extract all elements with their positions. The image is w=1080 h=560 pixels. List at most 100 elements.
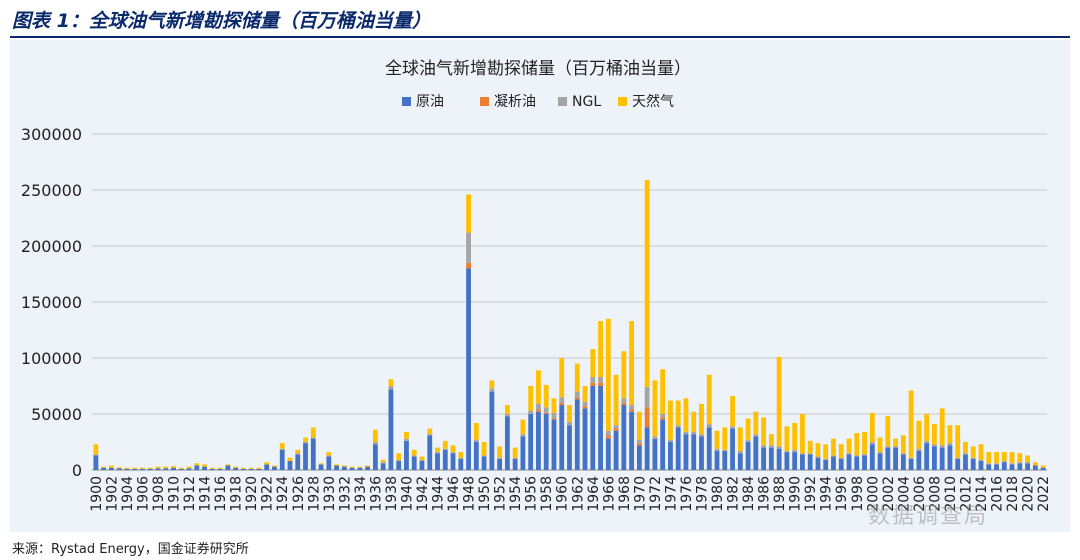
bar-segment (543, 384, 549, 408)
bar-segment (737, 427, 743, 451)
bar-segment (924, 414, 930, 441)
bar-segment (574, 397, 580, 400)
bar-segment (691, 434, 697, 470)
bar-segment (481, 456, 487, 470)
bar-segment (737, 453, 743, 470)
bar-segment (590, 349, 596, 378)
bar-segment (1017, 463, 1023, 470)
bar-segment (675, 427, 681, 470)
bar-segment (442, 448, 448, 450)
bar-segment (978, 461, 984, 470)
bar-segment (419, 456, 425, 460)
bar-segment (512, 458, 518, 470)
bar-segment (963, 454, 968, 470)
bar-segment (706, 424, 712, 428)
bar-segment (807, 454, 813, 470)
bar-segment (784, 450, 790, 453)
bar-segment (823, 458, 829, 460)
bar-segment (520, 436, 526, 470)
x-tick-label: 1928 (306, 476, 322, 512)
bar-segment (846, 438, 852, 454)
bar-segment (815, 457, 821, 470)
bar-segment (481, 442, 487, 456)
x-tick-label: 1972 (648, 476, 664, 512)
bar-segment (567, 405, 572, 422)
bar-segment (932, 444, 937, 447)
bar-segment (163, 468, 169, 470)
bar-segment (473, 442, 479, 470)
x-tick-label: 2022 (1036, 476, 1052, 512)
bar-segment (202, 464, 207, 467)
legend-swatch (558, 97, 567, 106)
bar-segment (699, 434, 704, 437)
bar-segment (590, 377, 596, 383)
chart-title: 全球油气新增勘探储量（百万桶油当量） (385, 59, 691, 79)
bar-segment (737, 450, 743, 454)
bar-segment (380, 463, 386, 470)
bar-segment (924, 443, 930, 470)
bar-segment (730, 396, 735, 427)
bar-segment (784, 452, 790, 470)
bar-segment (590, 382, 596, 386)
bar-segment (473, 422, 479, 440)
bar-segment (140, 468, 145, 470)
bar-segment (629, 409, 635, 412)
bar-segment (163, 466, 169, 469)
bar-segment (792, 452, 798, 470)
bar-segment (714, 430, 720, 449)
bar-segment (427, 434, 433, 436)
bar-segment (466, 194, 471, 233)
bar-segment (528, 414, 534, 470)
bar-segment (272, 465, 277, 467)
bar-segment (93, 455, 99, 470)
bar-segment (605, 438, 611, 470)
bar-segment (722, 449, 728, 451)
bar-segment (388, 379, 394, 386)
bar-segment (303, 443, 308, 470)
bar-segment (334, 464, 339, 466)
y-tick-label: 0 (72, 461, 82, 480)
bar-segment (652, 436, 658, 439)
bar-segment (536, 409, 541, 412)
bar-segment (287, 457, 293, 462)
bar-segment (520, 434, 526, 437)
bar-segment (970, 446, 976, 458)
bar-segment (272, 466, 277, 470)
bar-segment (900, 435, 906, 454)
bar-segment (644, 407, 650, 428)
bar-segment (233, 466, 239, 468)
bar-segment (831, 455, 836, 457)
bar-segment (435, 452, 440, 454)
bar-segment (683, 398, 689, 432)
bar-segment (326, 456, 332, 470)
bar-segment (644, 179, 650, 388)
bar-segment (683, 431, 689, 435)
bar-segment (761, 417, 767, 446)
x-tick-label: 1974 (663, 476, 679, 512)
bar-segment (683, 434, 689, 470)
bar-segment (528, 410, 534, 414)
bar-segment (349, 466, 355, 468)
x-tick-label: 1910 (167, 476, 183, 512)
bar-segment (528, 386, 534, 411)
bar-segment (994, 463, 999, 465)
x-tick-label: 1982 (726, 476, 742, 512)
bar-segment (668, 400, 673, 440)
x-tick-label: 1950 (477, 476, 493, 512)
bar-segment (932, 424, 937, 445)
bar-segment (815, 443, 821, 457)
bar-segment (93, 444, 99, 455)
bar-segment (489, 380, 495, 389)
bar-segment (536, 411, 541, 470)
bar-segment (924, 440, 930, 444)
bar-segment (900, 453, 906, 455)
bar-segment (745, 418, 751, 440)
bar-segment (590, 386, 596, 470)
x-tick-label: 1926 (291, 476, 307, 512)
bar-segment (893, 446, 898, 448)
bar-segment (947, 445, 953, 470)
bar-segment (497, 446, 503, 458)
bar-segment (295, 453, 301, 455)
bar-segment (225, 464, 231, 466)
bar-segment (101, 467, 107, 470)
